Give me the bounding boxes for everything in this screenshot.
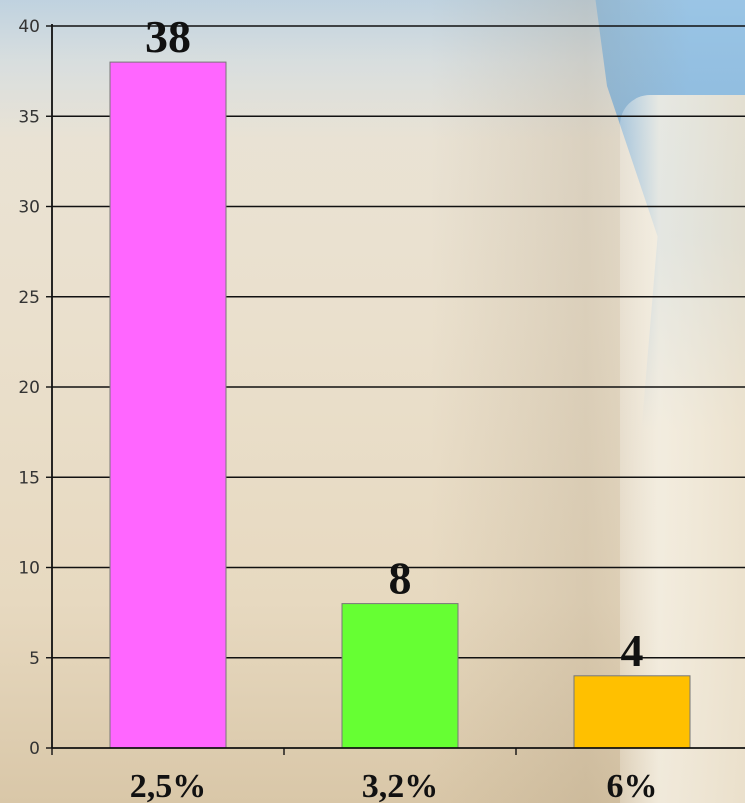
data-label: 38 bbox=[145, 11, 191, 62]
y-tick-label: 20 bbox=[18, 378, 40, 398]
y-tick-label: 10 bbox=[18, 559, 40, 579]
x-axis-labels: 2,5% 3,2% 6% bbox=[130, 768, 658, 803]
y-tick-label: 0 bbox=[29, 739, 40, 759]
x-tick-label: 3,2% bbox=[362, 768, 439, 803]
data-label: 4 bbox=[621, 625, 644, 676]
y-tick-label: 5 bbox=[29, 649, 40, 669]
bar-3 bbox=[573, 675, 691, 749]
x-tick-label: 6% bbox=[607, 768, 658, 803]
data-label: 8 bbox=[389, 553, 412, 604]
y-axis-ticks: 0 5 10 15 20 25 30 35 40 bbox=[18, 17, 52, 759]
y-tick-label: 40 bbox=[18, 17, 40, 37]
y-tick-label: 15 bbox=[18, 468, 40, 488]
y-tick-label: 25 bbox=[18, 288, 40, 308]
x-tick-label: 2,5% bbox=[130, 768, 207, 803]
bar-2 bbox=[341, 603, 459, 749]
axes bbox=[51, 24, 745, 755]
y-tick-label: 30 bbox=[18, 198, 40, 218]
bar-1 bbox=[109, 61, 227, 749]
data-labels: 38 8 4 bbox=[145, 11, 644, 676]
y-tick-label: 35 bbox=[18, 107, 40, 127]
bars bbox=[109, 61, 691, 749]
